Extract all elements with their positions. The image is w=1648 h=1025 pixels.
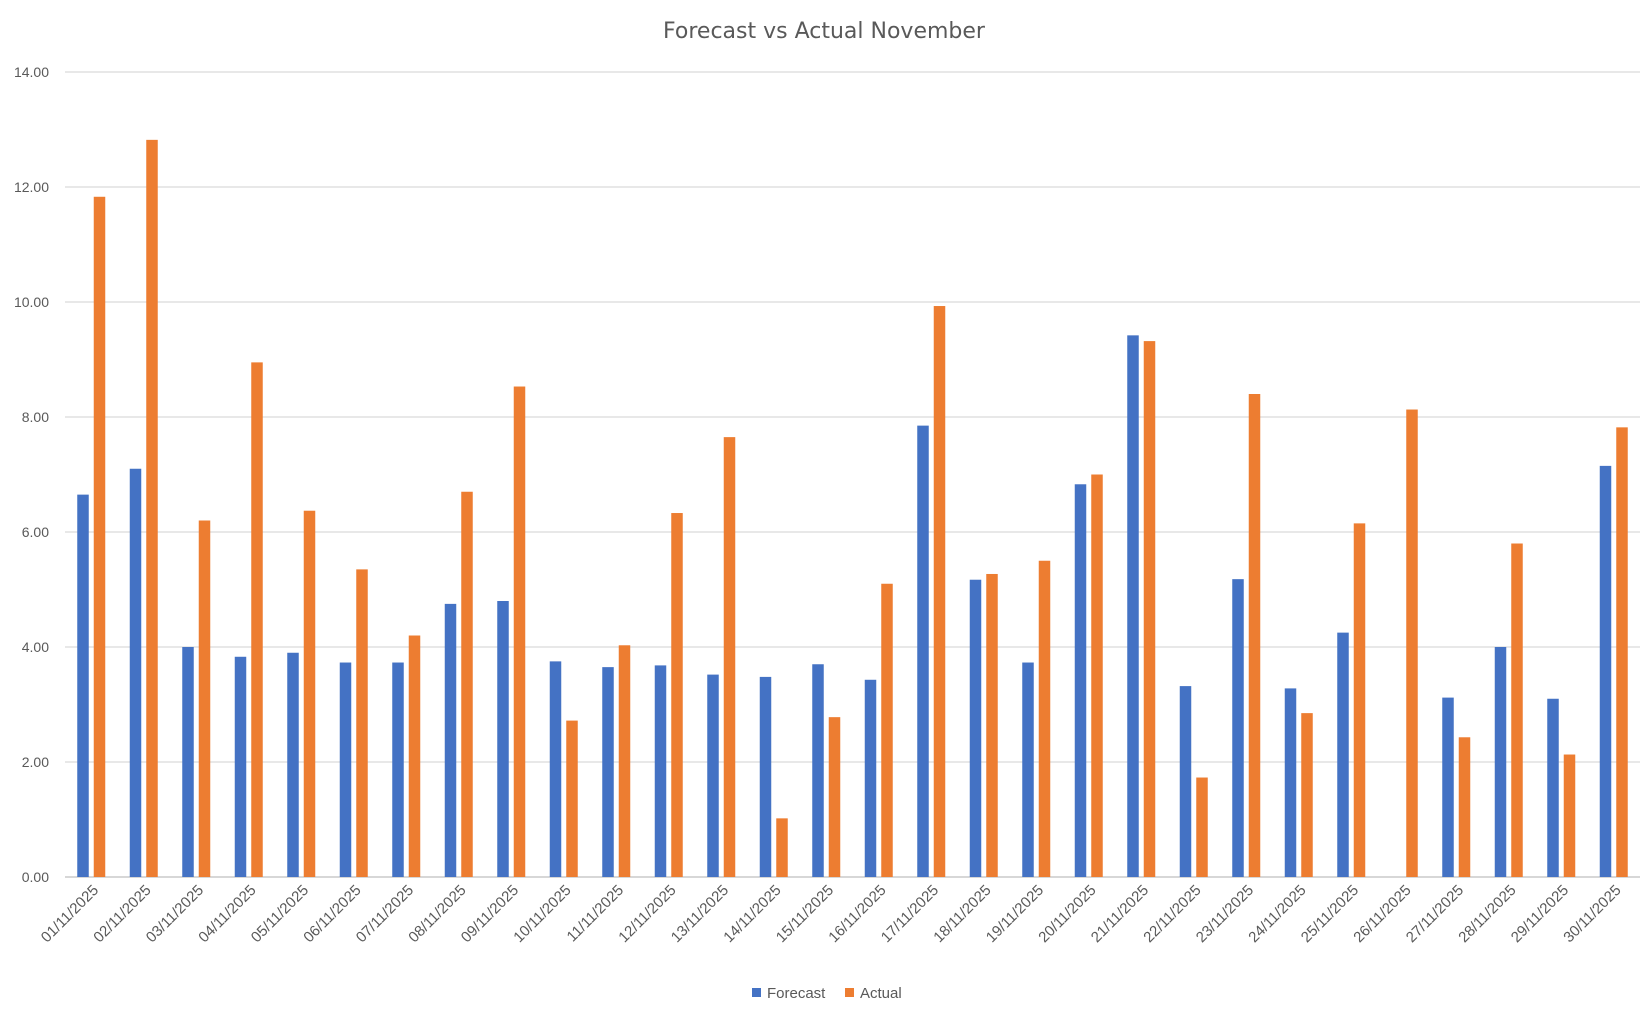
- bar-actual: [1248, 394, 1261, 877]
- y-tick-label: 6.00: [22, 524, 49, 540]
- bar-actual: [1091, 474, 1103, 877]
- bar-forecast: [182, 647, 194, 877]
- bar-forecast: [1179, 686, 1192, 877]
- bar-forecast: [1284, 688, 1297, 877]
- y-tick-label: 12.00: [14, 179, 49, 195]
- bar-forecast: [707, 674, 719, 877]
- bar-forecast: [654, 665, 667, 877]
- bar-actual: [1616, 427, 1628, 877]
- bar-forecast: [1127, 335, 1139, 878]
- bar-actual: [723, 437, 736, 877]
- y-axis-ticks: 0.00 2.00 4.00 6.00 8.00 10.00 12.00 14.00: [14, 64, 49, 885]
- legend-label-forecast: Forecast: [767, 985, 826, 1002]
- bar-actual: [1563, 754, 1576, 877]
- bar-forecast: [549, 661, 562, 877]
- bar-actual: [303, 510, 316, 877]
- bar-actual: [1511, 543, 1523, 877]
- y-tick-label: 14.00: [14, 64, 49, 80]
- bar-forecast: [1022, 662, 1034, 877]
- bar-actual: [566, 720, 578, 877]
- bar-forecast: [917, 425, 929, 877]
- bar-forecast: [1494, 647, 1507, 877]
- bar-actual: [461, 491, 473, 877]
- bar-actual: [671, 513, 683, 877]
- bar-forecast: [1074, 484, 1087, 877]
- bar-forecast: [1232, 579, 1244, 877]
- legend-label-actual: Actual: [860, 985, 902, 1002]
- bar-forecast: [392, 662, 404, 877]
- bar-forecast: [77, 494, 89, 877]
- bar-actual: [513, 386, 526, 877]
- bar-forecast: [969, 579, 982, 877]
- bar-actual: [776, 818, 788, 877]
- y-tick-label: 4.00: [22, 639, 49, 655]
- bar-actual: [1406, 409, 1418, 877]
- bar-forecast: [1547, 698, 1559, 877]
- bar-forecast: [1442, 697, 1454, 877]
- bar-forecast: [1599, 465, 1612, 877]
- bar-actual: [408, 635, 421, 877]
- bar-forecast: [339, 662, 352, 877]
- grid-lines: [65, 71, 1640, 878]
- bar-actual: [828, 717, 841, 877]
- bar-actual: [1458, 737, 1471, 877]
- bar-forecast: [864, 679, 877, 877]
- bar-actual: [1038, 560, 1051, 877]
- bar-actual: [933, 306, 946, 877]
- bar-forecast: [812, 664, 824, 877]
- bar-actual: [146, 139, 158, 878]
- bars: [77, 139, 1628, 878]
- y-tick-label: 0.00: [22, 869, 49, 885]
- x-tick-label: 10/11/2025: [510, 882, 574, 946]
- chart-title: Forecast vs Actual November: [663, 19, 986, 44]
- bar-actual: [1143, 341, 1156, 878]
- legend: Forecast Actual: [752, 985, 902, 1002]
- bar-actual: [251, 362, 263, 877]
- bar-actual: [356, 569, 368, 877]
- y-tick-label: 8.00: [22, 409, 49, 425]
- bar-actual: [1301, 713, 1313, 877]
- bar-actual: [1196, 777, 1208, 877]
- y-tick-label: 10.00: [14, 294, 49, 310]
- bar-forecast: [759, 676, 772, 877]
- bar-forecast: [497, 601, 509, 877]
- bar-actual: [986, 573, 998, 877]
- bar-forecast: [234, 656, 247, 877]
- legend-swatch-forecast: [752, 988, 761, 997]
- x-axis-ticks: 01/11/202502/11/202503/11/202504/11/2025…: [38, 882, 1625, 946]
- bar-actual: [93, 196, 106, 877]
- bar-forecast: [129, 468, 142, 877]
- bar-forecast: [444, 603, 457, 877]
- bar-actual: [1353, 523, 1366, 877]
- bar-forecast: [1337, 632, 1349, 877]
- bar-actual: [618, 645, 631, 877]
- bar-actual: [881, 583, 893, 877]
- x-tick-label: 30/11/2025: [1560, 882, 1624, 946]
- y-tick-label: 2.00: [22, 754, 49, 770]
- bar-forecast: [602, 667, 614, 877]
- legend-swatch-actual: [845, 988, 854, 997]
- bar-forecast: [287, 652, 299, 877]
- bar-actual: [198, 520, 211, 877]
